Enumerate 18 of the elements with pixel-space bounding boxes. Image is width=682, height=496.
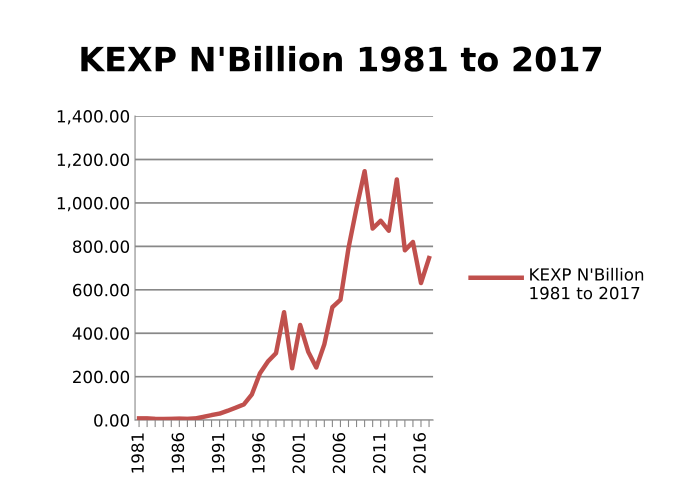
x-tick-label: 1981 (131, 433, 144, 473)
y-tick-label: 400.00 (72, 327, 130, 340)
x-tick-label: 1991 (212, 433, 224, 473)
legend-label: KEXP N'Billion 1981 to 2017 (530, 268, 644, 300)
x-tick-label: 2001 (292, 433, 305, 474)
x-tick-label: 2006 (332, 432, 346, 474)
y-tick-label: 0.00 (94, 414, 130, 427)
x-tick-label: 2016 (413, 432, 426, 474)
x-tick-label: 1996 (252, 432, 265, 473)
y-tick-label: 1,200.00 (58, 153, 130, 168)
chart-title: KEXP N'Billion 1981 to 2017 (81, 46, 602, 72)
x-tick-label: 2011 (372, 433, 386, 474)
y-tick-label: 600.00 (73, 284, 130, 296)
y-tick-label: 800.00 (72, 240, 130, 253)
y-tick-label: 200.00 (73, 370, 130, 384)
x-tick-label: 1986 (172, 432, 184, 473)
y-tick-label: 1,000.00 (58, 196, 130, 212)
y-tick-label: 1,400.00 (58, 110, 130, 124)
